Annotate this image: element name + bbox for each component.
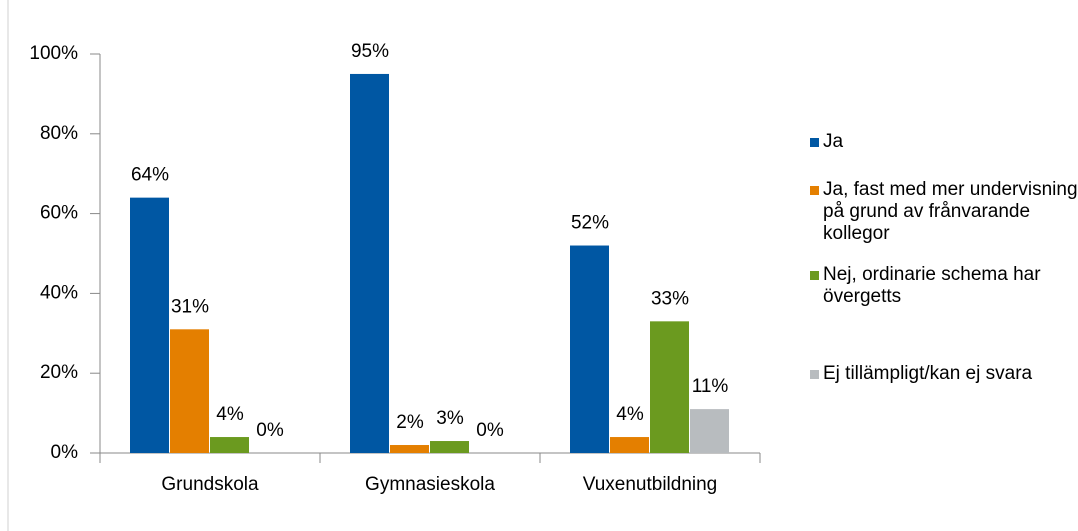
value-label: 4% [216, 404, 244, 425]
legend-swatch [810, 186, 819, 195]
value-label: 33% [651, 288, 689, 309]
legend-item: Ej tillämpligt/kan ej svara [810, 363, 1078, 385]
value-label: 64% [131, 165, 169, 186]
value-label: 3% [436, 408, 464, 429]
bar [210, 437, 249, 453]
y-tick-label: 80% [40, 123, 78, 144]
legend-swatch [810, 138, 819, 147]
x-tick-label: Vuxenutbildning [583, 474, 718, 495]
bar [170, 329, 209, 453]
y-tick-label: 0% [51, 442, 79, 463]
value-label: 31% [171, 296, 209, 317]
value-label: 4% [616, 404, 644, 425]
bar [570, 245, 609, 453]
legend-swatch [810, 271, 819, 280]
value-label: 0% [256, 420, 284, 441]
bar [690, 409, 729, 453]
legend-label: Ej tillämpligt/kan ej svara [823, 363, 1033, 384]
y-tick-label: 20% [40, 362, 78, 383]
value-label: 52% [571, 213, 609, 234]
legend-item: Ja, fast med mer undervisning på grund a… [810, 179, 1078, 245]
x-tick-label: Gymnasieskola [365, 474, 495, 495]
y-tick-label: 40% [40, 282, 78, 303]
legend-item: Ja [810, 131, 1078, 153]
value-label: 2% [396, 412, 424, 433]
bar [430, 441, 469, 453]
legend-label: Ja [823, 131, 844, 152]
legend-label: Ja, fast med mer undervisning på grund a… [823, 179, 1078, 244]
y-tick-label: 100% [29, 43, 78, 64]
bar [650, 321, 689, 453]
value-label: 0% [476, 420, 504, 441]
bar [610, 437, 649, 453]
value-label: 11% [692, 376, 729, 397]
y-tick-label: 60% [40, 203, 78, 224]
frame [7, 0, 9, 531]
legend-item: Nej, ordinarie schema har övergetts [810, 264, 1078, 308]
bar [390, 445, 429, 453]
bar [130, 197, 169, 453]
legend-label: Nej, ordinarie schema har övergetts [823, 264, 1041, 307]
bar [350, 73, 389, 453]
x-tick-label: Grundskola [161, 474, 259, 495]
legend-swatch [810, 370, 819, 379]
value-label: 95% [351, 41, 389, 62]
